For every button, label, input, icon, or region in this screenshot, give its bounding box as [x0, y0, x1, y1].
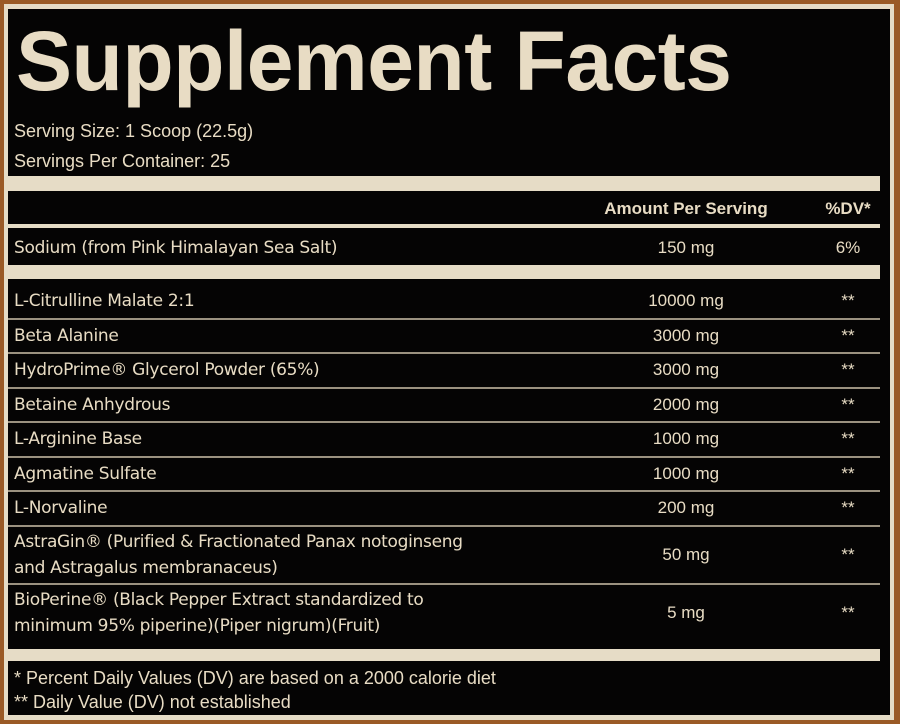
ingredient-name: BioPerine® (Black Pepper Extract standar…	[14, 589, 424, 610]
table-row: Beta Alanine 3000 mg **	[8, 319, 880, 354]
table-row: HydroPrime® Glycerol Powder (65%) 3000 mg…	[8, 353, 880, 388]
table-row: AstraGin® (Purified & Fractionated Panax…	[8, 526, 880, 584]
ingredient-amount: 2000 mg	[652, 394, 720, 414]
amount-header: Amount Per Serving	[604, 199, 768, 218]
footnote-not-established: ** Daily Value (DV) not established	[14, 692, 291, 712]
ingredient-name: AstraGin® (Purified & Fractionated Panax…	[14, 531, 463, 552]
ingredient-dv: **	[841, 360, 855, 380]
table-row: L-Citrulline Malate 2:1 10000 mg **	[8, 284, 880, 319]
table-row: L-Arginine Base 1000 mg **	[8, 422, 880, 457]
divider	[8, 224, 880, 228]
ingredient-name-line2: and Astragalus membranaceus)	[14, 557, 278, 578]
ingredient-name: L-Citrulline Malate 2:1	[14, 291, 195, 311]
ingredient-amount: 5 mg	[667, 602, 705, 622]
ingredient-amount: 3000 mg	[652, 360, 720, 380]
ingredient-dv: **	[841, 325, 855, 345]
ingredient-name: Agmatine Sulfate	[14, 463, 157, 484]
table-row: Agmatine Sulfate 1000 mg **	[8, 457, 880, 492]
ingredient-dv: **	[841, 291, 855, 311]
row-divider	[8, 490, 880, 492]
ingredient-dv: 6%	[835, 238, 861, 257]
label-title: Supplement Facts	[16, 14, 732, 108]
ingredient-dv: **	[841, 429, 855, 449]
ingredient-name: Beta Alanine	[14, 325, 119, 346]
ingredient-dv: **	[841, 544, 855, 564]
table-row: Betaine Anhydrous 2000 mg **	[8, 388, 880, 423]
row-divider	[8, 582, 880, 585]
ingredient-name: Betaine Anhydrous	[14, 394, 171, 415]
row-divider	[8, 317, 880, 320]
servings-per-container: Servings Per Container: 25	[14, 151, 231, 171]
ingredient-name: L-Norvaline	[14, 498, 108, 518]
divider-thick	[8, 176, 880, 191]
ingredient-name-line2: minimum 95% piperine)(Piper nigrum)(Frui…	[14, 615, 381, 636]
header-row: Amount Per Serving %DV*	[8, 199, 880, 225]
table-row-sodium: Sodium (from Pink Himalayan Sea Salt) 15…	[8, 235, 880, 265]
divider-thick	[8, 265, 880, 279]
ingredient-dv: **	[841, 463, 855, 483]
ingredient-name: HydroPrime® Glycerol Powder (65%)	[14, 360, 320, 380]
ingredient-amount: 3000 mg	[652, 325, 720, 345]
ingredient-name: Sodium (from Pink Himalayan Sea Salt)	[14, 238, 338, 258]
row-divider	[8, 524, 880, 527]
dv-header: %DV*	[825, 199, 871, 218]
ingredient-amount: 50 mg	[662, 544, 710, 564]
row-divider	[8, 352, 880, 354]
row-divider	[8, 421, 880, 423]
table-row: BioPerine® (Black Pepper Extract standar…	[8, 584, 880, 642]
ingredient-amount: 150 mg	[657, 238, 715, 257]
table-row: L-Norvaline 200 mg **	[8, 491, 880, 526]
ingredient-amount: 200 mg	[657, 498, 715, 518]
ingredient-amount: 1000 mg	[652, 463, 720, 483]
serving-size: Serving Size: 1 Scoop (22.5g)	[14, 121, 254, 141]
footnote-dv: * Percent Daily Values (DV) are based on…	[14, 668, 496, 688]
supplement-facts-panel: Supplement Facts Serving Size: 1 Scoop (…	[8, 9, 890, 715]
ingredient-amount: 10000 mg	[648, 291, 724, 311]
ingredient-dv: **	[841, 602, 855, 622]
ingredient-amount: 1000 mg	[652, 429, 720, 449]
ingredient-dv: **	[841, 394, 855, 414]
divider-thick	[8, 649, 880, 661]
ingredient-name: L-Arginine Base	[14, 429, 142, 449]
ingredient-dv: **	[841, 498, 855, 518]
row-divider	[8, 455, 880, 458]
row-divider	[8, 386, 880, 389]
